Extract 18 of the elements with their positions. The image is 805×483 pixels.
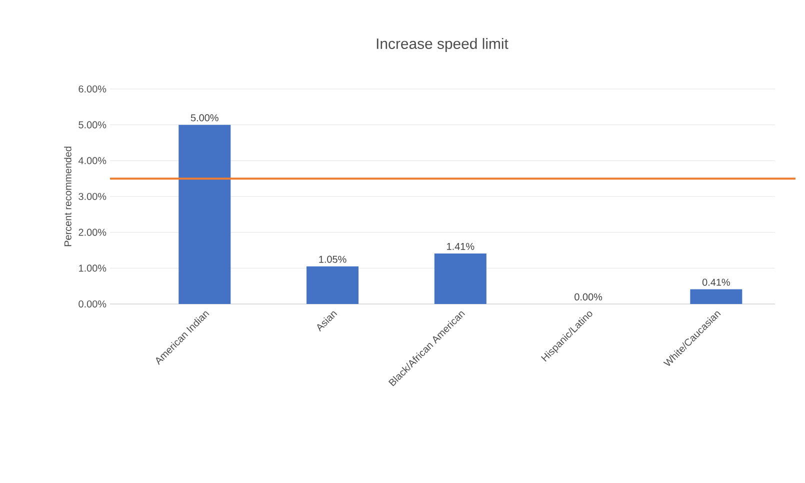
data-label: 1.41% <box>447 242 474 250</box>
bar <box>178 124 231 304</box>
bar <box>690 289 742 304</box>
y-tick-label: 1.00% <box>79 264 106 272</box>
data-label: 1.05% <box>319 256 346 263</box>
y-axis-title: Percent recommended <box>64 146 72 246</box>
y-tick-label: 3.00% <box>78 192 106 200</box>
chart-title: Increase speed limit <box>376 38 508 52</box>
y-tick-label: 5.00% <box>78 121 106 128</box>
bar <box>434 253 486 304</box>
y-tick-label: 0.00% <box>78 300 106 308</box>
data-label: 0.41% <box>702 278 730 286</box>
y-tick-label: 4.00% <box>78 157 106 164</box>
y-tick-label: 2.00% <box>78 228 106 236</box>
bar <box>306 266 359 304</box>
data-label: 0.00% <box>574 293 602 300</box>
y-tick-label: 6.00% <box>78 85 106 93</box>
data-label: 5.00% <box>190 114 218 122</box>
